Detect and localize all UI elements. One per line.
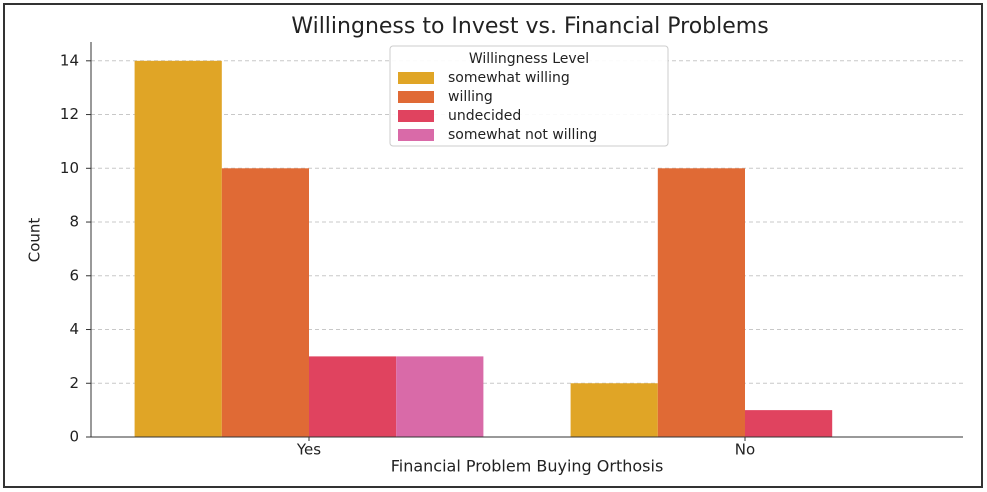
- x-axis-label: Financial Problem Buying Orthosis: [391, 457, 664, 476]
- bar: [570, 383, 658, 437]
- legend-label: somewhat willing: [448, 70, 570, 86]
- y-tick-label: 8: [69, 213, 79, 231]
- y-axis-label: Count: [26, 218, 44, 263]
- y-tick-label: 14: [60, 51, 79, 69]
- y-tick-label: 4: [69, 320, 79, 338]
- legend-swatch: [398, 129, 434, 141]
- frame: [3, 3, 983, 488]
- bar: [134, 60, 222, 438]
- legend-swatch: [398, 110, 434, 122]
- bar: [396, 356, 484, 437]
- legend-label: somewhat not willing: [448, 127, 597, 143]
- x-tick-label: Yes: [296, 441, 321, 459]
- legend-title: Willingness Level: [469, 51, 589, 67]
- y-tick-label: 12: [60, 105, 79, 123]
- y-tick-label: 2: [69, 374, 79, 392]
- legend-swatch: [398, 91, 434, 103]
- x-tick-label: No: [735, 441, 755, 459]
- legend-label: willing: [448, 89, 493, 105]
- bar: [657, 168, 745, 437]
- legend-label: undecided: [448, 108, 521, 124]
- y-tick-label: 0: [69, 428, 79, 446]
- bar: [745, 410, 833, 437]
- legend-swatch: [398, 72, 434, 84]
- legend-box: [389, 45, 669, 147]
- y-tick-label: 10: [60, 159, 79, 177]
- y-tick-label: 6: [69, 266, 79, 284]
- bar: [221, 168, 309, 437]
- bar: [309, 356, 397, 437]
- chart-title: Willingness to Invest vs. Financial Prob…: [291, 14, 768, 39]
